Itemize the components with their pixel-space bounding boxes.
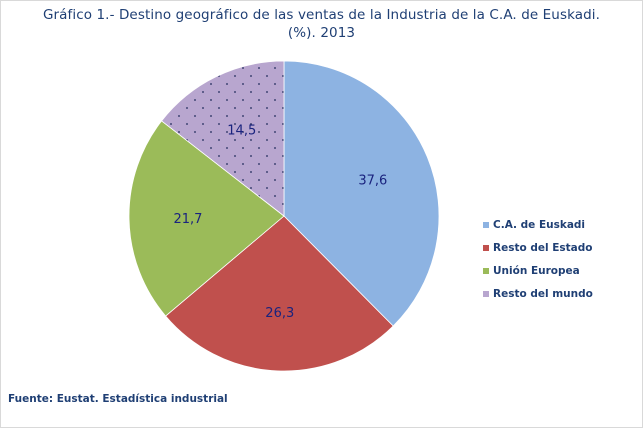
pie-slice-union-europea xyxy=(128,120,285,317)
pie-slice-resto-del-mundo xyxy=(161,60,285,217)
legend-item-resto-del-mundo: Resto del mundo xyxy=(483,282,593,305)
legend-item-resto-del-estado: Resto del Estado xyxy=(483,236,593,259)
source-note: Fuente: Eustat. Estadística industrial xyxy=(8,393,228,405)
legend-swatch-c-a-de-euskadi xyxy=(483,221,489,228)
data-label-resto-del-mundo: 14,5 xyxy=(227,124,256,139)
legend-swatch-resto-del-estado xyxy=(483,244,489,251)
legend-item-c-a-de-euskadi: C.A. de Euskadi xyxy=(483,213,593,236)
data-label-c-a-de-euskadi: 37,6 xyxy=(358,173,387,188)
data-label-resto-del-estado: 26,3 xyxy=(265,306,294,321)
pie-data-labels: 37,6 26,3 21,7 14,5 xyxy=(173,124,387,321)
chart-title-line-1: Gráfico 1.- Destino geográfico de las ve… xyxy=(42,7,601,23)
legend-item-union-europea: Unión Europea xyxy=(483,259,593,282)
legend-label-resto-del-mundo: Resto del mundo xyxy=(493,287,593,300)
legend-swatch-resto-del-mundo xyxy=(483,290,489,297)
data-label-union-europea: 21,7 xyxy=(173,212,202,227)
chart-title-line-2: (%). 2013 xyxy=(287,25,356,41)
legend-label-union-europea: Unión Europea xyxy=(493,264,580,277)
legend-label-resto-del-estado: Resto del Estado xyxy=(493,241,593,254)
chart-legend: C.A. de Euskadi Resto del Estado Unión Eur… xyxy=(483,213,593,305)
pie-slices xyxy=(128,60,440,372)
legend-swatch-union-europea xyxy=(483,267,489,274)
legend-label-c-a-de-euskadi: C.A. de Euskadi xyxy=(493,218,586,231)
chart-title: Gráfico 1.- Destino geográfico de las ve… xyxy=(0,6,643,42)
pie-slice-c-a-de-euskadi xyxy=(283,60,440,327)
pie-slice-resto-del-estado xyxy=(165,215,394,372)
